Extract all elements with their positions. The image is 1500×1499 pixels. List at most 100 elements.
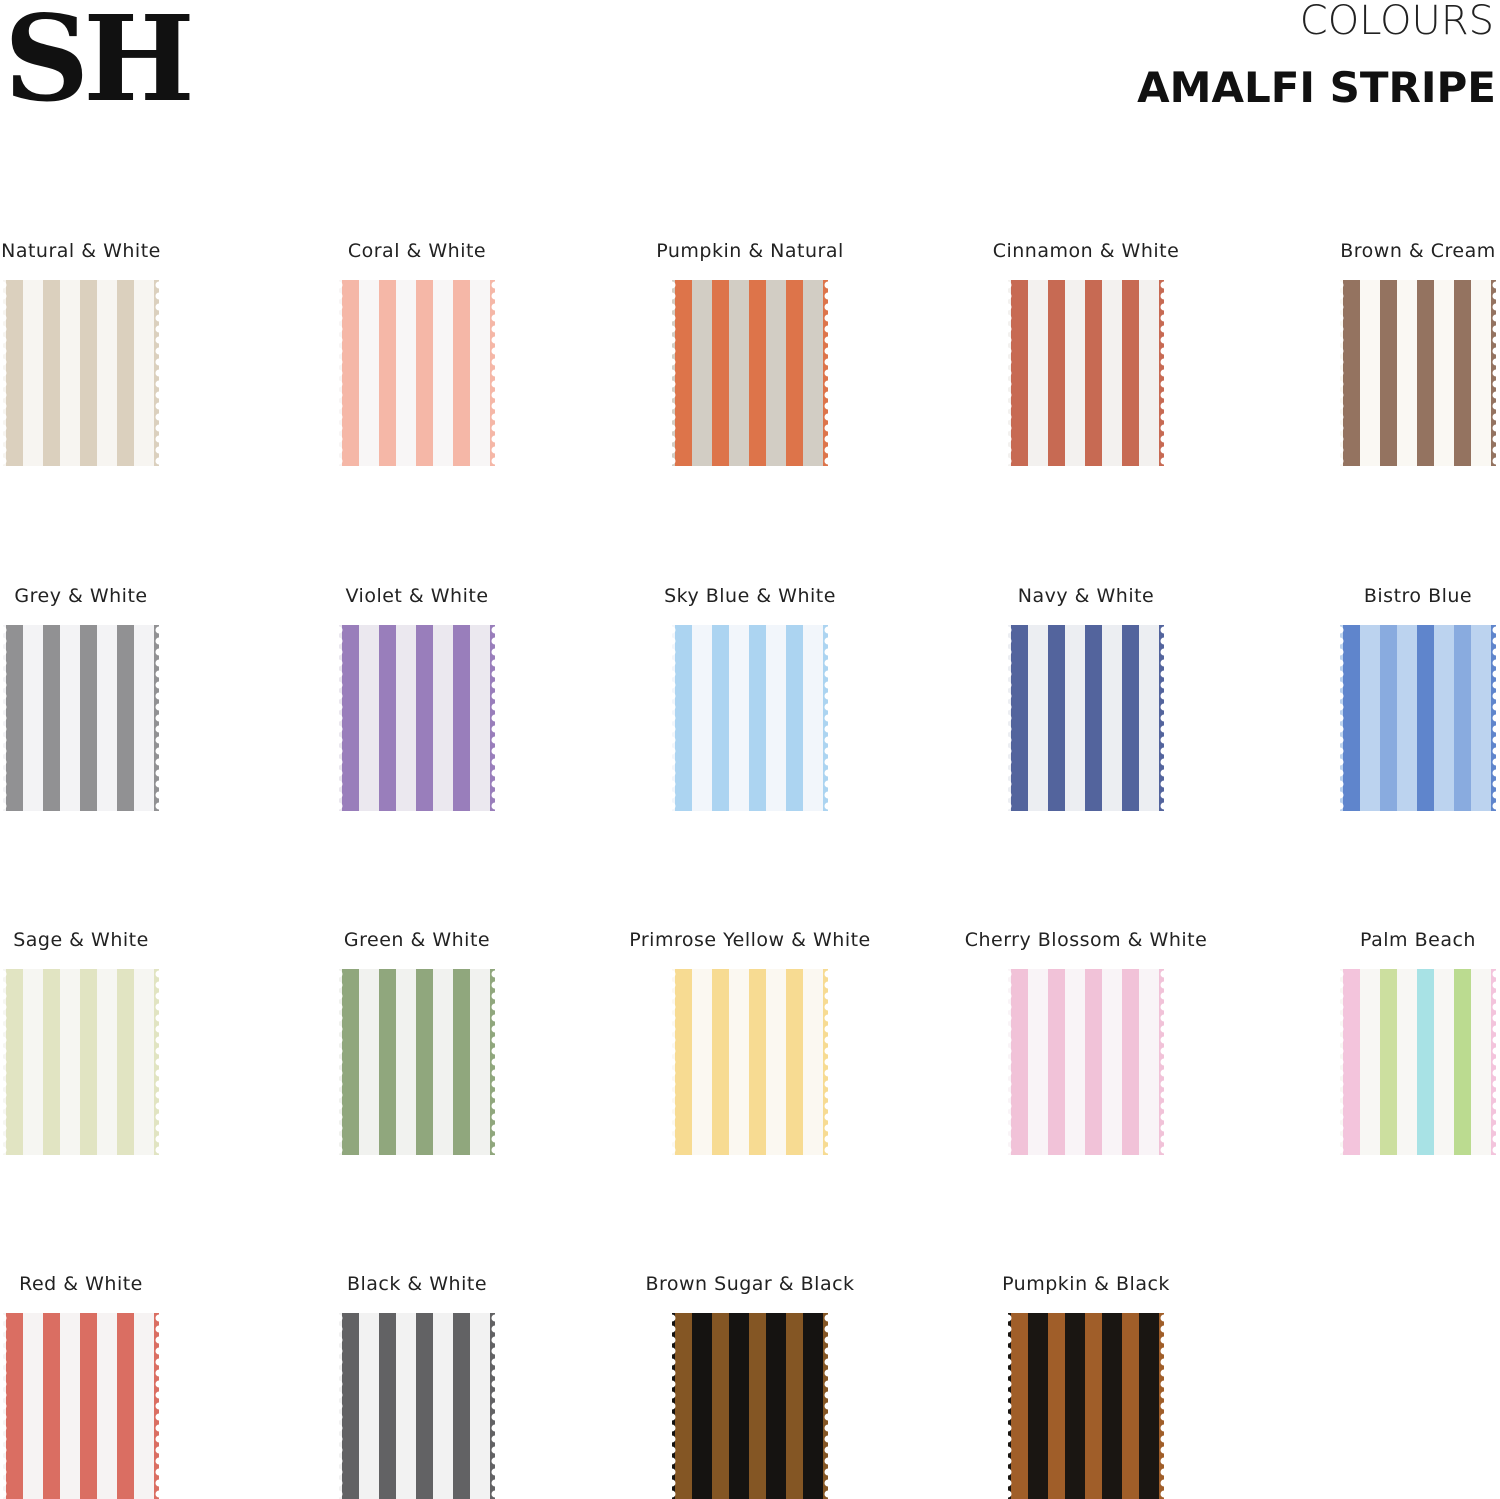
- swatch: [668, 969, 832, 1155]
- pinking-notch: [1336, 1036, 1344, 1044]
- pinking-notch: [824, 1402, 832, 1410]
- pinking-notch: [491, 1091, 499, 1099]
- stripe: [80, 280, 97, 466]
- pinking-notch: [1004, 1413, 1012, 1421]
- stripe: [1122, 280, 1139, 466]
- pinking-notch: [668, 1069, 676, 1077]
- stripe: [6, 625, 23, 811]
- pinking-notch: [668, 358, 676, 366]
- stripe: [786, 280, 803, 466]
- pinking-notch: [1004, 1314, 1012, 1322]
- pinking-notch: [0, 303, 7, 311]
- pinking-notch: [1004, 769, 1012, 777]
- pinking-notch: [668, 446, 676, 454]
- pinking-notch: [1336, 780, 1344, 788]
- pinking-notch: [1004, 791, 1012, 799]
- pinking-notch: [155, 1424, 163, 1432]
- pinking-notch: [1336, 457, 1344, 465]
- pinking-notch: [155, 1124, 163, 1132]
- pinking-notch: [668, 1003, 676, 1011]
- pinking-notch: [155, 1091, 163, 1099]
- pinking-notch: [668, 303, 676, 311]
- pinking-notch: [0, 1080, 7, 1088]
- swatch-label: Navy & White: [1018, 585, 1155, 607]
- pinking-notch: [335, 1036, 343, 1044]
- pinking-notch: [1336, 769, 1344, 777]
- swatch: [0, 625, 163, 811]
- pinking-notch: [1336, 791, 1344, 799]
- pinking-notch: [0, 446, 7, 454]
- pinking-notch: [668, 626, 676, 634]
- pinking-notch: [491, 1336, 499, 1344]
- pinking-notch: [1336, 314, 1344, 322]
- pinking-notch: [824, 1014, 832, 1022]
- pinking-notch: [155, 626, 163, 634]
- pinking-notch: [824, 369, 832, 377]
- pinking-notch: [335, 1047, 343, 1055]
- pinking-notch: [155, 457, 163, 465]
- pinking-notch: [1004, 648, 1012, 656]
- pinking-notch: [668, 1468, 676, 1476]
- pinking-notch: [335, 446, 343, 454]
- swatch: [668, 280, 832, 466]
- pinking-notch: [0, 1325, 7, 1333]
- pinking-notch: [491, 413, 499, 421]
- pinking-notch: [1160, 303, 1168, 311]
- pinking-notch: [491, 292, 499, 300]
- pinking-notch: [668, 802, 676, 810]
- pinking-notch: [491, 1468, 499, 1476]
- pinking-notch: [1160, 791, 1168, 799]
- pinking-notch: [155, 1058, 163, 1066]
- stripe: [675, 625, 692, 811]
- pinking-notch: [1160, 769, 1168, 777]
- pinking-notch: [155, 1380, 163, 1388]
- pinking-notch: [1160, 714, 1168, 722]
- pinking-notch: [0, 791, 7, 799]
- pinking-notch: [824, 780, 832, 788]
- stripe: [786, 969, 803, 1155]
- pinking-notch: [824, 1080, 832, 1088]
- pinking-notch: [1336, 1003, 1344, 1011]
- pinking-notch: [1336, 659, 1344, 667]
- pinking-notch: [491, 402, 499, 410]
- pinking-notch: [1336, 358, 1344, 366]
- pinking-notch: [0, 413, 7, 421]
- pinking-notch: [0, 457, 7, 465]
- pinking-notch: [668, 1380, 676, 1388]
- pinking-notch: [1336, 292, 1344, 300]
- pinking-notch: [155, 424, 163, 432]
- pinking-notch: [0, 1047, 7, 1055]
- pinking-notch: [824, 1325, 832, 1333]
- pinking-notch: [824, 1457, 832, 1465]
- pinking-notch: [824, 347, 832, 355]
- pinking-notch: [1004, 1146, 1012, 1154]
- pinking-notch: [155, 1325, 163, 1333]
- pinking-notch: [335, 1314, 343, 1322]
- pinking-notch: [1160, 1457, 1168, 1465]
- pinking-notch: [1336, 692, 1344, 700]
- pinking-notch: [1160, 1446, 1168, 1454]
- pinking-notch: [491, 446, 499, 454]
- pinking-notch: [1160, 992, 1168, 1000]
- pinking-notch: [491, 391, 499, 399]
- pinking-notch: [335, 659, 343, 667]
- pinking-notch: [668, 402, 676, 410]
- pinking-notch: [335, 1424, 343, 1432]
- pinking-notch: [1492, 659, 1500, 667]
- pinking-notch: [1336, 1113, 1344, 1121]
- pinking-notch: [155, 725, 163, 733]
- pinking-notch: [155, 1413, 163, 1421]
- pinking-notch: [824, 1424, 832, 1432]
- pinking-notch: [1492, 626, 1500, 634]
- pinking-notch: [668, 692, 676, 700]
- pinking-notch: [491, 1025, 499, 1033]
- pinking-notch: [1492, 992, 1500, 1000]
- swatch: [1336, 280, 1500, 466]
- pinking-notch: [1336, 369, 1344, 377]
- swatch-label: Coral & White: [348, 240, 486, 262]
- pinking-notch: [824, 380, 832, 388]
- pinking-notch: [824, 992, 832, 1000]
- stripe: [1417, 280, 1434, 466]
- pinking-notch: [0, 435, 7, 443]
- pinking-notch: [0, 1413, 7, 1421]
